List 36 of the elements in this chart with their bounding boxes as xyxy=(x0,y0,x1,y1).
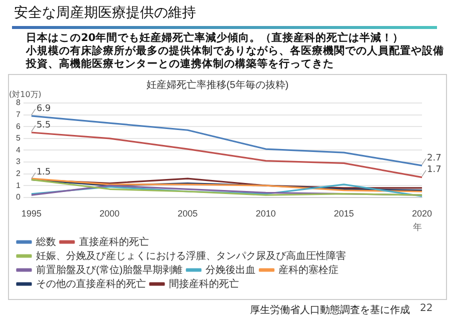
x-tick-label: 2005 xyxy=(178,208,198,218)
y-tick-label: 5 xyxy=(16,134,21,143)
y-tick-label: 2 xyxy=(16,169,21,178)
data-label: 2.7 xyxy=(427,153,442,164)
legend-label: 直接産科的死亡 xyxy=(79,236,149,248)
text: 22 xyxy=(420,303,433,314)
data-label: 1.5 xyxy=(36,168,51,178)
x-tick-label: 2010 xyxy=(256,208,276,218)
data-label: 1.7 xyxy=(427,165,442,176)
legend-label: 分娩後出血 xyxy=(206,264,256,276)
text: 厚生労働省人口動態調査を基に作成 xyxy=(250,304,410,317)
y-tick-label: 7 xyxy=(16,110,21,120)
text: 日本はこの20年間でも妊産婦死亡率減少傾向。（直接産科的死亡は半減！） xyxy=(26,32,405,45)
y-tick-label: 1 xyxy=(16,180,21,190)
x-tick-label: 2015 xyxy=(334,208,354,218)
data-label: 5.5 xyxy=(36,120,51,130)
legend-label: 産科的塞栓症 xyxy=(278,264,339,276)
x-tick-label: 2020 xyxy=(412,208,432,218)
y-tick-label: 0 xyxy=(16,192,21,202)
legend-label: その他の直接産科的死亡 xyxy=(36,278,146,290)
text: 安全な周産期医療提供の維持 xyxy=(14,4,196,22)
legend-label: 間接産科的死亡 xyxy=(169,278,239,290)
legend-label: 総数 xyxy=(35,236,56,248)
data-label: 6.9 xyxy=(36,104,52,114)
chart-title: 妊産婦死亡率推移(5年毎の抜粋) xyxy=(146,78,289,91)
y-axis-title: (対10万) xyxy=(9,90,42,100)
y-tick-label: 3 xyxy=(16,157,21,166)
y-tick-label: 8 xyxy=(16,98,21,108)
x-tick-label: 1995 xyxy=(21,208,42,218)
x-axis-title: 年 xyxy=(413,222,422,232)
y-tick-label: 4 xyxy=(16,145,21,154)
legend-label: 前置胎盤及び(常位)胎盤早期剥離 xyxy=(36,264,183,276)
x-tick-label: 2000 xyxy=(100,208,120,218)
legend-label: 妊娠、分娩及び産じょくにおける浮腫、タンパク尿及び高血圧性障害 xyxy=(36,250,346,262)
text: 小規模の有床診療所が最多の提供体制でありながら、各医療機関での人員配置や設備投資、高機能医療センターとの連携体制の構築等を行ってきた xyxy=(26,45,445,71)
y-tick-label: 6 xyxy=(16,122,21,131)
